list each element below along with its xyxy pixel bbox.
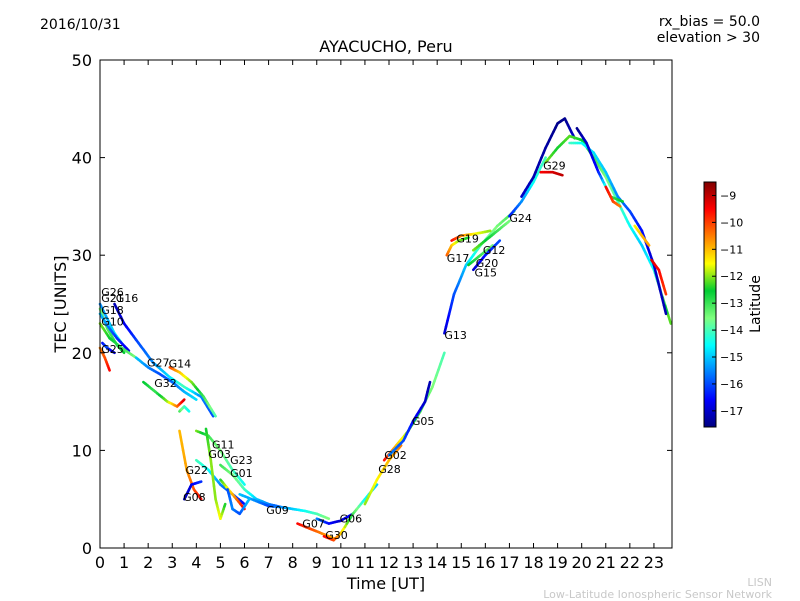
colorbar-tick-label: −14 <box>720 324 743 337</box>
satellite-label-g22: G22 <box>186 464 209 477</box>
satellite-label-g14: G14 <box>169 357 192 370</box>
x-tick-label: 16 <box>475 553 495 572</box>
rx-bias-label: rx_bias = 50.0 <box>659 14 760 30</box>
tec-segment <box>561 175 563 176</box>
tec-segment <box>488 231 490 232</box>
y-tick-label: 10 <box>72 441 92 460</box>
satellite-label-g25: G25 <box>101 343 124 356</box>
colorbar <box>704 182 716 427</box>
chart-title: AYACUCHO, Peru <box>319 37 452 56</box>
satellite-label-g30: G30 <box>325 529 348 542</box>
tec-segment <box>619 206 620 207</box>
x-tick-label: 3 <box>167 553 177 572</box>
satellite-label-g02: G02 <box>384 449 407 462</box>
x-tick-label: 15 <box>451 553 471 572</box>
satellite-label-g06: G06 <box>340 513 363 526</box>
tec-segment <box>243 482 245 485</box>
y-tick-label: 0 <box>82 539 92 558</box>
x-tick-label: 8 <box>288 553 298 572</box>
satellite-label-g17: G17 <box>447 252 470 265</box>
colorbar-tick-label: −13 <box>720 297 743 310</box>
x-tick-label: 21 <box>596 553 616 572</box>
x-tick-label: 19 <box>547 553 567 572</box>
satellite-label-g01: G01 <box>230 467 253 480</box>
y-tick-label: 30 <box>72 246 92 265</box>
x-tick-label: 7 <box>263 553 273 572</box>
y-tick-label: 20 <box>72 344 92 363</box>
colorbar-tick-label: −11 <box>720 243 743 256</box>
satellite-label-g28: G28 <box>378 463 401 476</box>
x-tick-label: 4 <box>191 553 201 572</box>
satellite-label-g32: G32 <box>154 377 177 390</box>
satellite-label-g08: G08 <box>183 491 206 504</box>
tec-segment <box>497 241 499 243</box>
satellite-label-g27: G27 <box>147 357 170 370</box>
tec-segment <box>183 400 184 401</box>
colorbar-ticks: −9 −10 −11 −12 −13 −14 −15 −16 −17 <box>712 189 743 417</box>
y-axis-label: TEC [UNITS] <box>51 256 70 354</box>
x-tick-label: 17 <box>499 553 519 572</box>
tec-segment <box>214 413 216 416</box>
tec-segment <box>109 368 110 370</box>
colorbar-label: Latitude <box>748 275 764 333</box>
satellite-label-g05: G05 <box>412 415 435 428</box>
network-name: Low-Latitude Ionospheric Sensor Network <box>543 588 772 601</box>
tec-segment <box>648 244 649 246</box>
satellite-label-g07: G07 <box>302 518 325 531</box>
colorbar-tick-label: −17 <box>720 405 743 418</box>
colorbar-tick-label: −16 <box>720 378 743 391</box>
x-tick-label: 6 <box>239 553 249 572</box>
satellite-label-g03: G03 <box>208 448 231 461</box>
satellite-label-g10: G10 <box>101 316 124 329</box>
tec-segment <box>621 201 623 202</box>
tec-segment <box>200 482 202 483</box>
tec-segment <box>188 411 189 412</box>
x-tick-label: 9 <box>312 553 322 572</box>
tec-segment <box>248 499 250 501</box>
colorbar-tick-label: −12 <box>720 270 743 283</box>
x-tick-label: 14 <box>427 553 447 572</box>
x-tick-label: 18 <box>523 553 543 572</box>
x-tick-label: 5 <box>215 553 225 572</box>
tec-segment <box>224 504 225 506</box>
x-axis-label: Time [UT] <box>346 574 425 593</box>
tec-segment <box>194 398 196 399</box>
tec-segment <box>327 518 329 519</box>
x-tick-label: 23 <box>644 553 664 572</box>
x-tick-label: 13 <box>403 553 423 572</box>
satellite-label-g23: G23 <box>230 454 253 467</box>
satellite-label-g24: G24 <box>509 212 532 225</box>
x-tick-label: 22 <box>620 553 640 572</box>
tec-segment <box>243 503 245 505</box>
satellite-label-g12: G12 <box>483 244 506 257</box>
x-tick-label: 2 <box>143 553 153 572</box>
x-tick-label: 1 <box>119 553 129 572</box>
satellite-label-g29: G29 <box>543 159 566 172</box>
colorbar-tick-label: −10 <box>720 216 743 229</box>
tec-segment <box>665 290 666 294</box>
y-tick-label: 40 <box>72 149 92 168</box>
y-tick-label: 50 <box>72 51 92 70</box>
x-tick-label: 10 <box>331 553 351 572</box>
x-tick-label: 0 <box>95 553 105 572</box>
date-label: 2016/10/31 <box>40 17 121 33</box>
satellite-label-g09: G09 <box>266 504 289 517</box>
satellite-label-g13: G13 <box>444 329 467 342</box>
x-tick-label: 12 <box>379 553 399 572</box>
tec-segment <box>429 382 430 385</box>
x-tick-label: 20 <box>572 553 592 572</box>
satellite-label-g15: G15 <box>475 267 498 280</box>
x-tick-label: 11 <box>355 553 375 572</box>
satellite-label-g19: G19 <box>456 233 479 246</box>
colorbar-tick-label: −9 <box>720 189 736 202</box>
colorbar-tick-label: −15 <box>720 351 743 364</box>
elevation-label: elevation > 30 <box>657 30 760 46</box>
